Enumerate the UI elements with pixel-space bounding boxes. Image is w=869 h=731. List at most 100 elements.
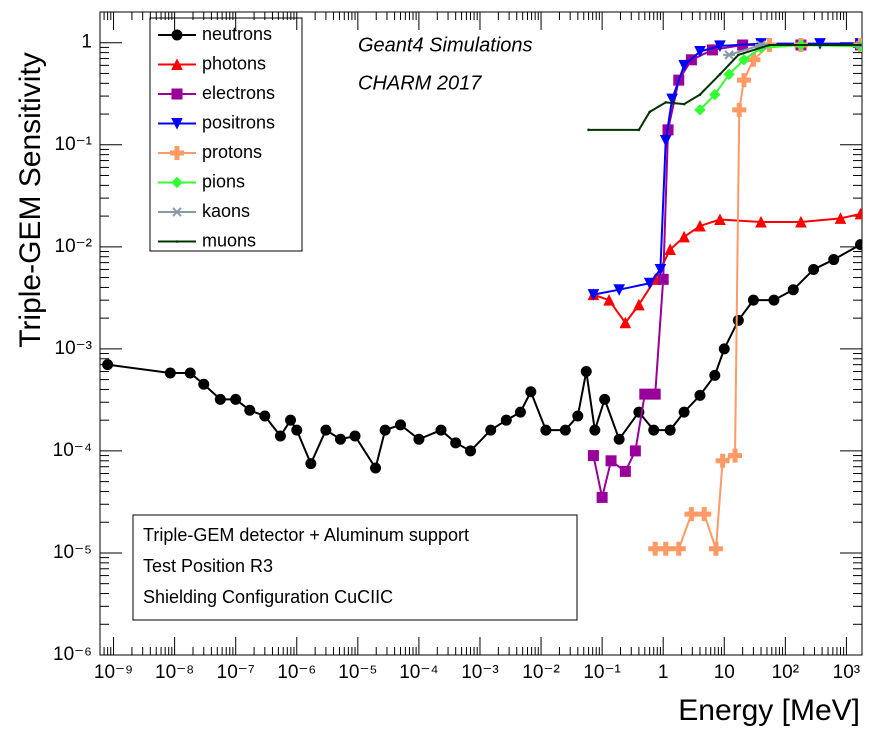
data-point <box>768 43 771 47</box>
data-point <box>305 458 317 470</box>
legend-label: neutrons <box>202 24 272 44</box>
legend-marker <box>175 240 179 243</box>
data-point <box>694 46 706 58</box>
data-point <box>500 414 512 426</box>
data-point <box>370 462 382 474</box>
series-line <box>588 43 861 131</box>
data-point <box>395 419 407 431</box>
data-point <box>587 289 600 301</box>
data-point <box>587 450 599 462</box>
data-point <box>580 365 592 377</box>
data-point <box>379 424 391 436</box>
x-tick-label: 10³ <box>833 662 860 683</box>
data-point <box>285 414 297 426</box>
x-tick-label: 1 <box>658 662 669 683</box>
data-point <box>697 507 712 522</box>
info-box <box>132 514 578 621</box>
data-point <box>808 263 820 275</box>
x-tick-label: 10⁻⁵ <box>338 662 377 683</box>
data-point <box>718 343 730 355</box>
data-point <box>619 465 631 477</box>
data-point <box>659 135 672 147</box>
data-point <box>787 284 799 296</box>
data-point <box>723 50 736 60</box>
annotation: CHARM 2017 <box>358 72 482 94</box>
data-point <box>768 294 780 306</box>
data-point <box>698 93 702 96</box>
data-point <box>854 239 862 251</box>
y-axis-title: Triple-GEM Sensitivity <box>14 52 47 348</box>
legend-marker <box>171 88 183 100</box>
legend-label: protons <box>202 142 262 162</box>
data-point <box>214 393 226 405</box>
data-point <box>587 128 590 132</box>
legend-marker <box>171 58 183 70</box>
data-point <box>657 273 669 285</box>
legend-marker <box>171 176 183 189</box>
data-point <box>485 424 497 436</box>
data-point <box>684 507 699 522</box>
data-point <box>747 294 759 306</box>
data-point <box>678 230 690 243</box>
series-line <box>593 42 861 296</box>
data-point <box>525 386 537 398</box>
data-point <box>291 424 303 436</box>
data-point <box>589 424 601 436</box>
data-point <box>708 541 723 556</box>
data-point <box>230 393 242 405</box>
data-point <box>605 455 617 467</box>
series-line <box>593 212 861 325</box>
legend-label: kaons <box>202 201 250 221</box>
data-point <box>834 212 847 224</box>
data-point <box>728 448 743 463</box>
legend-marker <box>170 146 184 160</box>
data-point <box>709 88 721 101</box>
data-point <box>559 424 571 436</box>
series-line <box>107 243 861 471</box>
data-point <box>648 424 660 436</box>
data-point <box>637 128 641 132</box>
series-line <box>592 43 861 498</box>
data-point <box>619 316 632 329</box>
data-point <box>102 359 114 371</box>
data-point <box>603 294 615 306</box>
data-point <box>649 388 661 400</box>
data-point <box>633 298 645 311</box>
data-point <box>274 430 286 442</box>
data-point <box>639 388 651 400</box>
x-tick-label: 10⁻³ <box>461 662 499 683</box>
data-point <box>613 284 625 296</box>
data-point <box>349 430 361 442</box>
data-point <box>613 433 625 445</box>
annotation: Geant4 Simulations <box>358 34 533 56</box>
data-point <box>514 406 526 418</box>
y-tick-label: 10⁻⁶ <box>53 644 92 665</box>
data-point <box>738 54 750 66</box>
data-point <box>671 541 686 556</box>
data-point <box>723 68 735 81</box>
data-point <box>715 453 730 468</box>
data-point <box>795 215 807 228</box>
data-point <box>694 219 706 232</box>
y-tick-label: 10⁻² <box>55 236 93 257</box>
legend-label: electrons <box>202 83 275 103</box>
x-tick-label: 10² <box>772 662 799 683</box>
data-point <box>737 53 740 57</box>
data-point <box>599 393 611 405</box>
data-point <box>654 263 667 276</box>
data-point <box>694 389 706 401</box>
x-axis-title: Energy [MeV] <box>678 694 860 727</box>
info-text: Test Position R3 <box>143 556 273 576</box>
data-point <box>572 410 584 422</box>
data-point <box>596 491 608 503</box>
data-point <box>859 43 862 47</box>
x-tick-label: 10⁻¹ <box>583 662 621 683</box>
data-point <box>732 102 747 117</box>
legend-marker <box>171 29 183 41</box>
legend-label: photons <box>202 53 266 73</box>
data-point <box>413 433 425 445</box>
data-point <box>648 110 651 114</box>
y-tick-label: 10⁻¹ <box>55 134 93 155</box>
data-point <box>320 424 332 436</box>
